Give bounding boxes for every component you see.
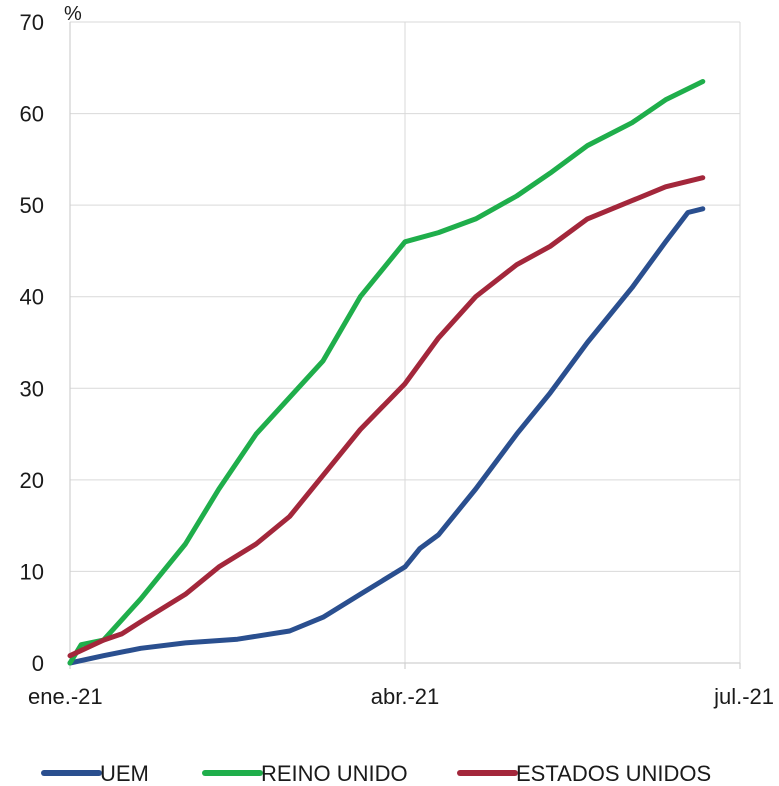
series-line-2: [67, 79, 706, 666]
y-tick-label: 70: [20, 10, 44, 35]
x-tick-label: jul.-21: [713, 684, 774, 709]
legend-label-1: UEM: [100, 761, 149, 786]
legend-label-3: ESTADOS UNIDOS: [516, 761, 711, 786]
y-tick-label: 10: [20, 559, 44, 584]
y-tick-label: 40: [20, 285, 44, 310]
series-line-1: [67, 206, 706, 666]
legend-label-2: REINO UNIDO: [261, 761, 408, 786]
series-lines: [67, 79, 706, 666]
y-tick-label: 60: [20, 102, 44, 127]
series-line-3: [67, 175, 706, 659]
x-tick-label: ene.-21: [28, 684, 103, 709]
y-unit-label: %: [64, 3, 82, 25]
y-tick-label: 20: [20, 468, 44, 493]
y-tick-label: 0: [32, 651, 44, 676]
y-tick-label: 50: [20, 193, 44, 218]
x-tick-label: abr.-21: [371, 684, 440, 709]
grid: [70, 21, 741, 663]
axes: 0 10 20 30 40 50 60 70 % ene.-21 abr.-21 jul.-21: [20, 3, 774, 709]
legend: UEM REINO UNIDO ESTADOS UNIDOS: [41, 761, 711, 786]
y-tick-label: 30: [20, 376, 44, 401]
